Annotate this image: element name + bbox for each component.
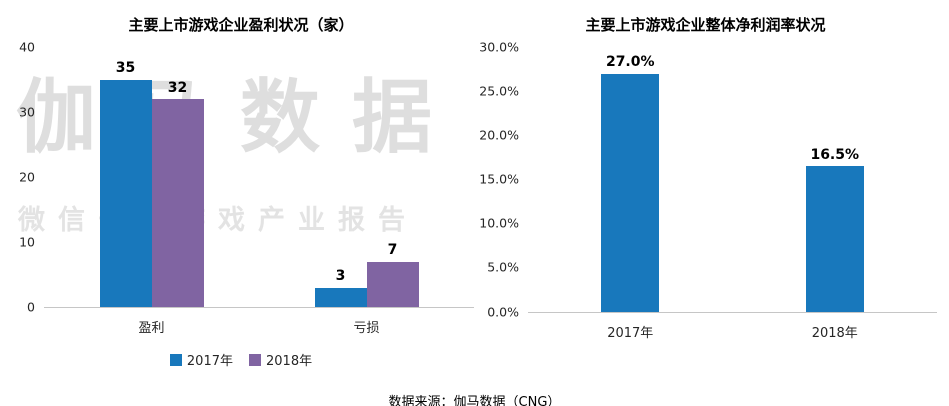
x-tick-label: 2018年 bbox=[811, 326, 858, 341]
plot: 0.0% 5.0% 10.0% 15.0% 20.0% 25.0% 30.0% 27.0% 1… bbox=[474, 40, 937, 341]
bar-group: 35 32 bbox=[44, 60, 259, 307]
y-tick-label: 20.0% bbox=[479, 127, 519, 143]
bar bbox=[314, 287, 367, 307]
bar-2018年-亏损: 7 bbox=[366, 242, 419, 307]
charts-row: 伽马数据 微信号：游戏产业报告 主要上市游戏企业盈利状况（家） 0 10 20 30 4… bbox=[0, 10, 949, 369]
data-source: 数据来源：伽马数据（CNG） bbox=[388, 395, 561, 406]
y-tick-label: 20 bbox=[19, 168, 35, 184]
legend-item: 2017年 bbox=[169, 350, 233, 369]
plot: 0 10 20 30 40 35 32 3 7 盈利 亏损 bbox=[8, 40, 474, 336]
x-tick-label: 2017年 bbox=[607, 326, 654, 341]
data-label: 3 bbox=[335, 268, 346, 285]
x-axis-labels: 2017年 2018年 bbox=[528, 313, 937, 341]
y-tick-label: 30 bbox=[19, 103, 35, 119]
y-tick-label: 40 bbox=[19, 38, 35, 54]
data-label: 32 bbox=[167, 79, 188, 96]
y-tick-label: 25.0% bbox=[479, 82, 519, 98]
bar bbox=[99, 79, 152, 307]
plot-area: 35 32 3 7 bbox=[44, 47, 474, 308]
legend-swatch bbox=[249, 353, 261, 366]
chart-title: 主要上市游戏企业盈利状况（家） bbox=[128, 16, 354, 34]
legend-swatch bbox=[169, 353, 182, 366]
y-axis: 0 10 20 30 40 bbox=[8, 40, 44, 312]
plot-main: 35 32 3 7 盈利 亏损 bbox=[44, 47, 474, 336]
legend: 2017年 2018年 bbox=[8, 350, 474, 369]
y-tick-label: 30.0% bbox=[479, 38, 519, 54]
x-axis-labels: 盈利 亏损 bbox=[44, 308, 474, 336]
legend-item: 2018年 bbox=[249, 350, 312, 369]
y-tick-label: 0.0% bbox=[487, 303, 519, 319]
chart-title: 主要上市游戏企业整体净利润率状况 bbox=[585, 16, 826, 34]
data-label: 27.0% bbox=[605, 54, 655, 71]
plot-area: 27.0% 16.5% bbox=[528, 47, 937, 313]
y-axis: 0.0% 5.0% 10.0% 15.0% 20.0% 25.0% 30.0% bbox=[474, 40, 528, 317]
bar-group: 16.5% bbox=[733, 146, 938, 312]
bar-2017年-亏损: 3 bbox=[314, 268, 367, 307]
data-label: 35 bbox=[115, 60, 136, 77]
bar bbox=[601, 73, 660, 312]
x-tick-label: 盈利 bbox=[138, 321, 165, 336]
y-tick-label: 15.0% bbox=[479, 171, 519, 187]
net-margin-chart: 主要上市游戏企业整体净利润率状况 0.0% 5.0% 10.0% 15.0% 20.0%… bbox=[474, 10, 941, 369]
y-tick-label: 5.0% bbox=[487, 259, 519, 275]
bar-净利润率-2018年: 16.5% bbox=[805, 146, 864, 312]
bar bbox=[805, 166, 864, 312]
legend-label: 2017年 bbox=[186, 354, 233, 369]
y-tick-label: 10 bbox=[19, 233, 35, 249]
bar-净利润率-2017年: 27.0% bbox=[601, 54, 660, 312]
data-label: 16.5% bbox=[810, 146, 860, 163]
bar-2017年-盈利: 35 bbox=[99, 60, 152, 307]
profit-companies-chart: 伽马数据 微信号：游戏产业报告 主要上市游戏企业盈利状况（家） 0 10 20 30 4… bbox=[0, 10, 474, 369]
y-tick-label: 0 bbox=[27, 298, 35, 314]
legend-label: 2018年 bbox=[266, 354, 313, 369]
bar bbox=[366, 261, 419, 307]
data-label: 7 bbox=[387, 242, 398, 259]
bar-2018年-盈利: 32 bbox=[151, 79, 204, 307]
x-tick-label: 亏损 bbox=[353, 321, 380, 336]
bar bbox=[151, 99, 204, 307]
bar-group: 27.0% bbox=[528, 54, 733, 312]
plot-main: 27.0% 16.5% 2017年 2018年 bbox=[528, 47, 937, 341]
y-tick-label: 10.0% bbox=[479, 215, 519, 231]
